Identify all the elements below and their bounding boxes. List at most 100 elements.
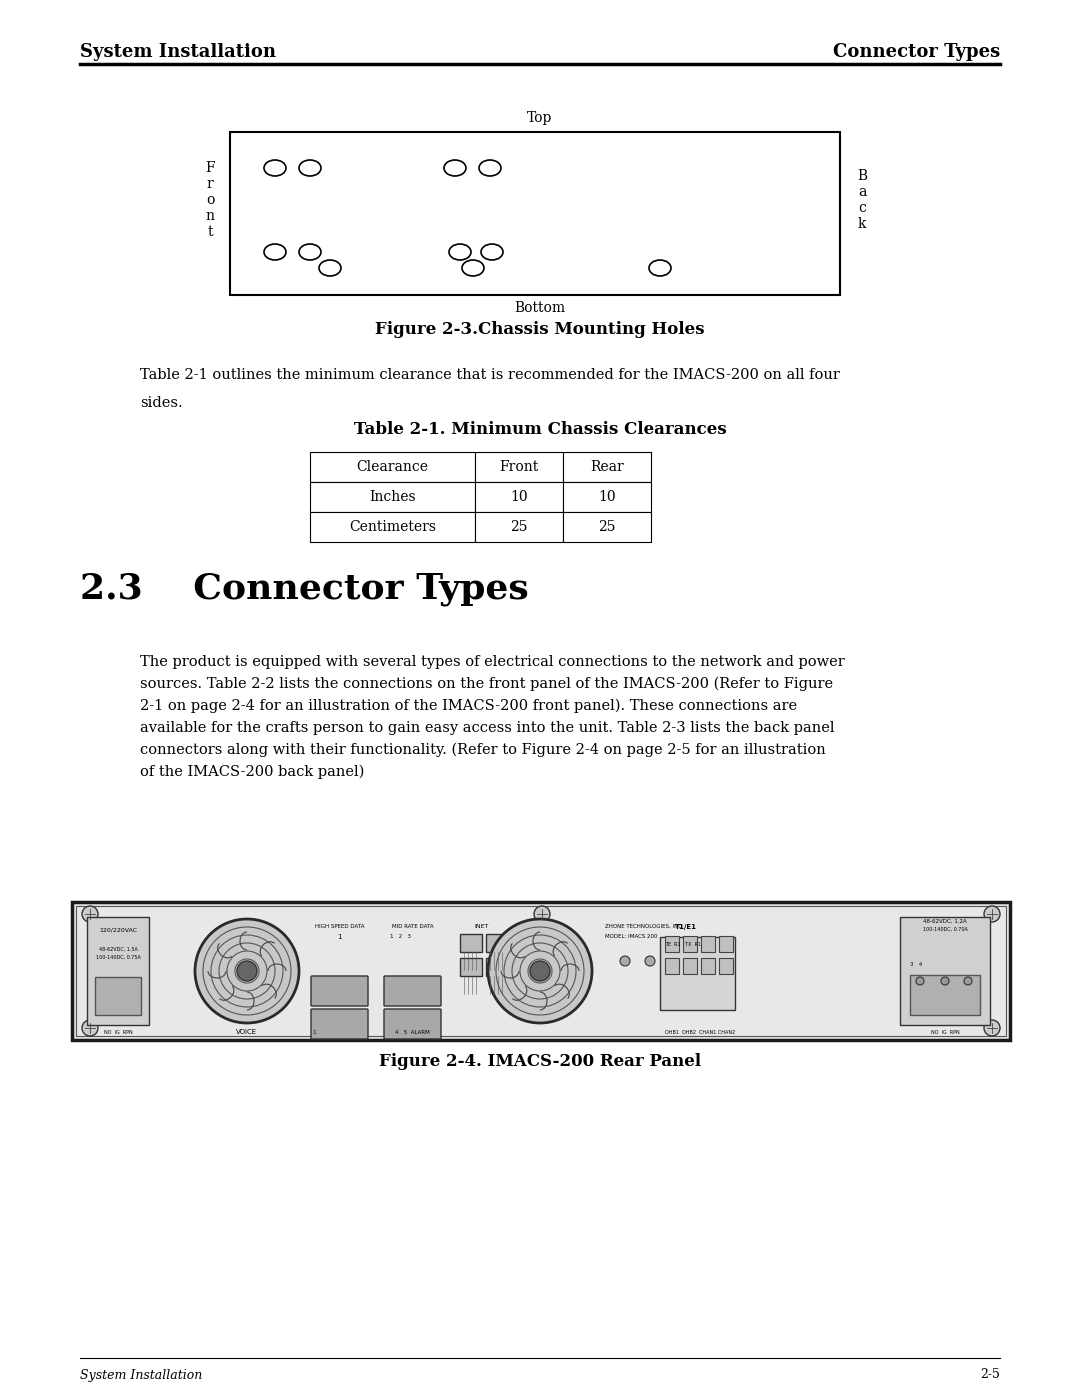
Text: Bottom: Bottom <box>514 300 566 314</box>
Text: 48-62VDC, 1.2A: 48-62VDC, 1.2A <box>923 919 967 923</box>
Bar <box>701 936 715 951</box>
Circle shape <box>645 956 654 965</box>
Bar <box>563 453 651 482</box>
Text: Centimeters: Centimeters <box>349 520 436 534</box>
Text: 48-62VDC, 1.5A: 48-62VDC, 1.5A <box>98 947 137 951</box>
Bar <box>475 511 563 542</box>
Text: 120/220VAC: 120/220VAC <box>99 928 137 932</box>
Ellipse shape <box>481 244 503 260</box>
Text: 25: 25 <box>598 520 616 534</box>
Bar <box>910 975 980 1016</box>
Text: 10: 10 <box>598 490 616 504</box>
Ellipse shape <box>299 161 321 176</box>
Bar <box>475 453 563 482</box>
Text: NO  IG  RPN: NO IG RPN <box>104 1030 133 1035</box>
Bar <box>310 511 475 542</box>
Bar <box>87 916 149 1025</box>
Ellipse shape <box>449 244 471 260</box>
Circle shape <box>488 919 592 1023</box>
Bar <box>683 958 697 974</box>
Text: Figure 2-3.Chassis Mounting Holes: Figure 2-3.Chassis Mounting Holes <box>375 321 705 338</box>
Text: sides.: sides. <box>140 395 183 409</box>
Bar <box>665 936 679 951</box>
Text: Table 2-1 outlines the minimum clearance that is recommended for the IMACS-200 o: Table 2-1 outlines the minimum clearance… <box>140 367 840 381</box>
Text: 100-140DC, 0.70A: 100-140DC, 0.70A <box>922 928 968 932</box>
Circle shape <box>82 907 98 922</box>
Text: TE  R1   TX  R1: TE R1 TX R1 <box>665 942 701 947</box>
Text: Front: Front <box>499 460 539 474</box>
Text: ZHONE TECHNOLOGIES, INC: ZHONE TECHNOLOGIES, INC <box>605 923 681 929</box>
Bar <box>665 958 679 974</box>
Bar <box>719 958 733 974</box>
Text: 10: 10 <box>510 490 528 504</box>
Text: 3   4: 3 4 <box>910 963 922 967</box>
Text: 2-5: 2-5 <box>981 1369 1000 1382</box>
Circle shape <box>984 1020 1000 1037</box>
Text: System Installation: System Installation <box>80 1369 202 1382</box>
FancyBboxPatch shape <box>384 1009 441 1039</box>
Text: Inches: Inches <box>369 490 416 504</box>
Bar <box>95 977 141 1016</box>
Bar <box>900 916 990 1025</box>
Circle shape <box>82 1020 98 1037</box>
Circle shape <box>530 961 550 981</box>
Text: Figure 2-4. IMACS-200 Rear Panel: Figure 2-4. IMACS-200 Rear Panel <box>379 1053 701 1070</box>
Text: connectors along with their functionality. (Refer to Figure 2-4 on page 2-5 for : connectors along with their functionalit… <box>140 743 826 757</box>
Bar <box>460 958 482 977</box>
Bar <box>460 935 482 951</box>
Text: Connector Types: Connector Types <box>833 43 1000 61</box>
Text: 2-1 on page 2-4 for an illustration of the IMACS-200 front panel). These connect: 2-1 on page 2-4 for an illustration of t… <box>140 698 797 714</box>
Text: sources. Table 2-2 lists the connections on the front panel of the IMACS-200 (Re: sources. Table 2-2 lists the connections… <box>140 678 833 692</box>
Bar <box>719 936 733 951</box>
Circle shape <box>916 977 924 985</box>
Circle shape <box>195 919 299 1023</box>
Circle shape <box>534 907 550 922</box>
Bar <box>683 936 697 951</box>
Text: T1/E1: T1/E1 <box>675 923 697 930</box>
Text: of the IMACS-200 back panel): of the IMACS-200 back panel) <box>140 766 364 780</box>
Text: 100-140DC, 0.75A: 100-140DC, 0.75A <box>95 956 140 960</box>
Bar <box>76 907 1005 1037</box>
Bar <box>660 937 735 1010</box>
Text: 25: 25 <box>510 520 528 534</box>
Text: Table 2-1. Minimum Chassis Clearances: Table 2-1. Minimum Chassis Clearances <box>353 422 727 439</box>
Circle shape <box>237 961 257 981</box>
Text: MID RATE DATA: MID RATE DATA <box>392 923 433 929</box>
Text: The product is equipped with several types of electrical connections to the netw: The product is equipped with several typ… <box>140 655 845 669</box>
Text: 1: 1 <box>312 1030 315 1035</box>
Ellipse shape <box>319 260 341 277</box>
Bar <box>486 935 508 951</box>
Text: 2.3    Connector Types: 2.3 Connector Types <box>80 571 529 606</box>
Bar <box>475 482 563 511</box>
Text: VOICE: VOICE <box>237 1030 257 1035</box>
FancyBboxPatch shape <box>311 977 368 1006</box>
FancyBboxPatch shape <box>311 1009 368 1039</box>
Text: MODEL: IMACS 200: MODEL: IMACS 200 <box>605 935 658 939</box>
Text: Top: Top <box>527 110 553 124</box>
Text: 4   5  ALARM: 4 5 ALARM <box>395 1030 430 1035</box>
Bar <box>72 902 1010 1039</box>
Text: Rear: Rear <box>590 460 624 474</box>
Text: F
r
o
n
t: F r o n t <box>205 161 215 239</box>
Text: System Installation: System Installation <box>80 43 276 61</box>
Bar <box>701 958 715 974</box>
Text: 1: 1 <box>337 935 341 940</box>
Ellipse shape <box>444 161 465 176</box>
Ellipse shape <box>264 161 286 176</box>
Bar <box>230 131 840 295</box>
Bar <box>310 453 475 482</box>
Text: HIGH SPEED DATA: HIGH SPEED DATA <box>314 923 364 929</box>
Circle shape <box>984 907 1000 922</box>
Text: INET: INET <box>475 923 489 929</box>
Circle shape <box>964 977 972 985</box>
Bar <box>486 958 508 977</box>
Ellipse shape <box>480 161 501 176</box>
Bar <box>563 482 651 511</box>
Bar <box>563 511 651 542</box>
Text: Clearance: Clearance <box>356 460 429 474</box>
Ellipse shape <box>649 260 671 277</box>
Circle shape <box>620 956 630 965</box>
Bar <box>310 482 475 511</box>
FancyBboxPatch shape <box>384 977 441 1006</box>
Ellipse shape <box>299 244 321 260</box>
